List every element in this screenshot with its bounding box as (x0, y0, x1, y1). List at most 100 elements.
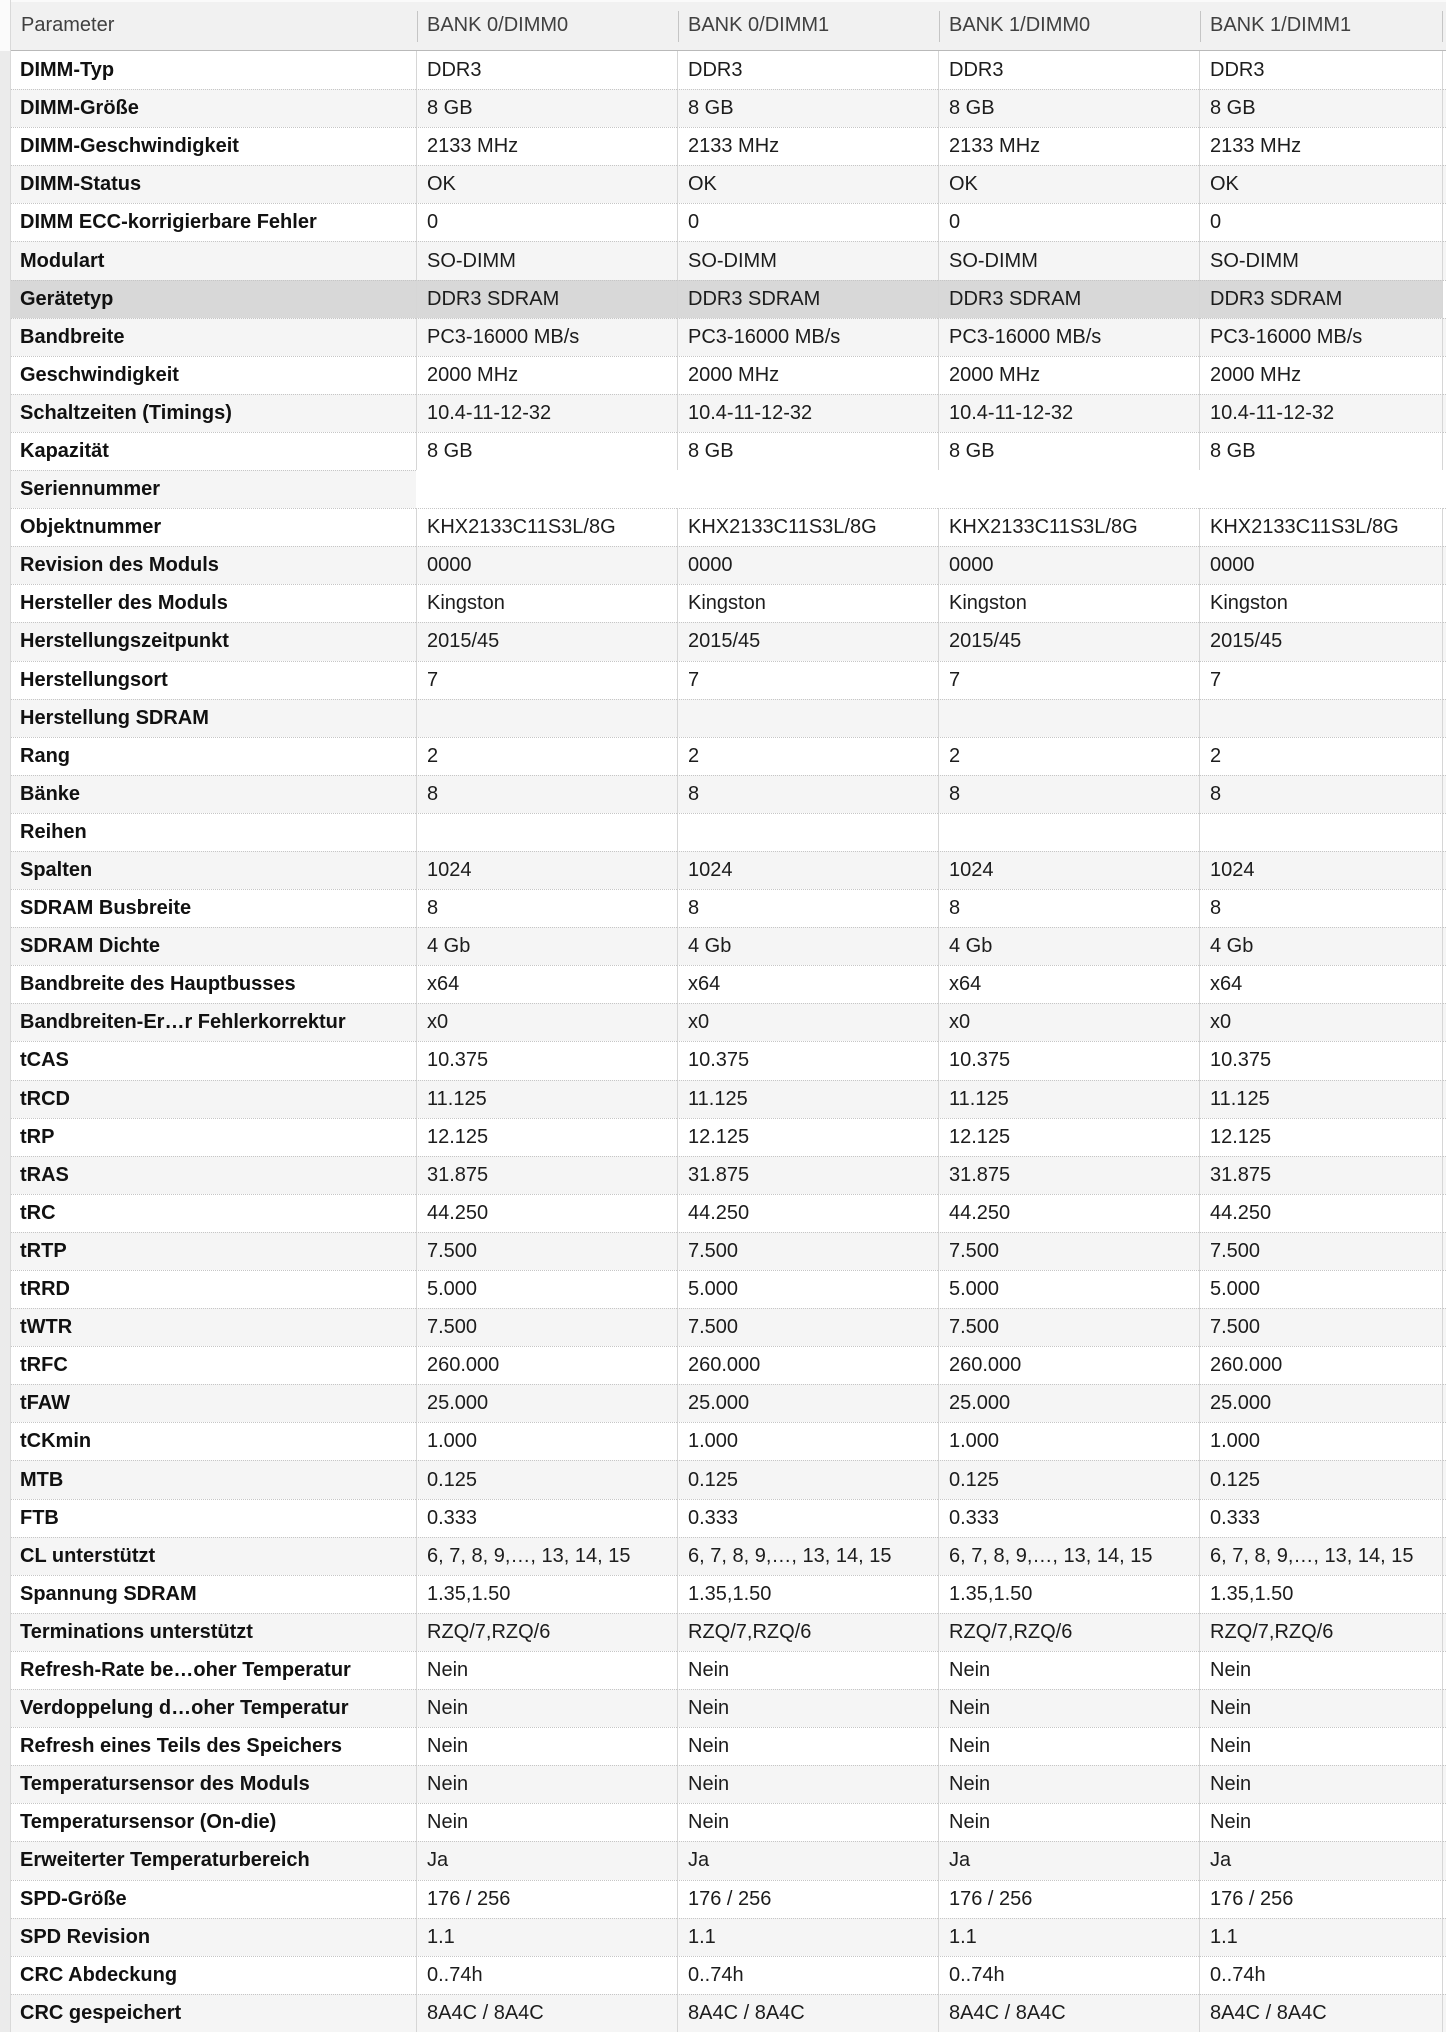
parameter-name: DIMM-Geschwindigkeit (11, 127, 416, 165)
table-row-tfaw[interactable]: tFAW 25.000 25.000 25.000 25.000 (11, 1384, 1446, 1423)
table-row-temperatursensor-des-moduls[interactable]: Temperatursensor des Moduls Nein Nein Nein N… (11, 1765, 1446, 1804)
column-header-parameter[interactable]: Parameter (21, 13, 115, 36)
value-cell: 2133 MHz (938, 127, 1199, 166)
value-cell: 31.875 (416, 1155, 677, 1194)
table-row-b-nke[interactable]: Bänke 8 8 8 8 (11, 774, 1446, 813)
table-row-dimm-status[interactable]: DIMM-Status OK OK OK OK (11, 165, 1446, 204)
value-cell: Nein (1199, 1650, 1443, 1690)
table-row-trtp[interactable]: tRTP 7.500 7.500 7.500 7.500 (11, 1231, 1446, 1270)
value-cell: 1.35,1.50 (1199, 1574, 1443, 1613)
value-cell: 10.4-11-12-32 (677, 393, 938, 432)
table-row-spd-gr-e[interactable]: SPD-Größe 176 / 256 176 / 256 176 / 256 176 … (11, 1879, 1446, 1918)
value-cell: 176 / 256 (938, 1879, 1199, 1918)
parameter-name: MTB (11, 1460, 416, 1498)
value-cell: x64 (677, 965, 938, 1004)
value-cell: Nein (1199, 1689, 1443, 1728)
column-header-bank-1-dimm0[interactable]: BANK 1/DIMM0 (938, 0, 1199, 50)
parameter-name: tRAS (11, 1155, 416, 1194)
table-row-crc-abdeckung[interactable]: CRC Abdeckung 0..74h 0..74h 0..74h 0..74h (11, 1955, 1446, 1994)
table-row-trrd[interactable]: tRRD 5.000 5.000 5.000 5.000 (11, 1270, 1446, 1309)
value-cell: 10.375 (938, 1041, 1199, 1080)
table-row-crc-gespeichert[interactable]: CRC gespeichert 8A4C / 8A4C 8A4C / 8A4C 8A4… (11, 1993, 1446, 2032)
table-row-herstellungszeitpunkt[interactable]: Herstellungszeitpunkt 2015/45 2015/45 2015/… (11, 622, 1446, 661)
table-row-modulart[interactable]: Modulart SO-DIMM SO-DIMM SO-DIMM SO-DIMM (11, 241, 1446, 280)
table-row-ger-tetyp[interactable]: Gerätetyp DDR3 SDRAM DDR3 SDRAM DDR3 SDRAM D… (11, 279, 1446, 318)
column-header-bank-0-dimm1[interactable]: BANK 0/DIMM1 (677, 0, 938, 50)
table-row-refresh-rate-be-oher-temperatur[interactable]: Refresh-Rate be…oher Temperatur Nein Nein N… (11, 1650, 1446, 1690)
value-cell: 1.000 (416, 1422, 677, 1461)
value-cell: RZQ/7,RZQ/6 (1199, 1612, 1443, 1651)
table-row-dimm-ecc-korrigierbare-fehler[interactable]: DIMM ECC-korrigierbare Fehler 0 0 0 0 (11, 203, 1446, 242)
table-row-trc[interactable]: tRC 44.250 44.250 44.250 44.250 (11, 1193, 1446, 1232)
value-cell: 8 (1199, 774, 1443, 813)
table-row-spd-revision[interactable]: SPD Revision 1.1 1.1 1.1 1.1 (11, 1917, 1446, 1956)
value-cell: 6, 7, 8, 9,…, 13, 14, 15 (416, 1536, 677, 1575)
table-row-bandbreiten-er-r-fehlerkorrektur[interactable]: Bandbreiten-Er…r Fehlerkorrektur x0 x0 x0 x0 (11, 1003, 1446, 1042)
table-row-trcd[interactable]: tRCD 11.125 11.125 11.125 11.125 (11, 1079, 1446, 1118)
table-row-twtr[interactable]: tWTR 7.500 7.500 7.500 7.500 (11, 1308, 1446, 1347)
table-row-dimm-gr-e[interactable]: DIMM-Größe 8 GB 8 GB 8 GB 8 GB (11, 89, 1446, 128)
parameter-name: tWTR (11, 1308, 416, 1346)
table-row-hersteller-des-moduls[interactable]: Hersteller des Moduls Kingston Kingston Kin… (11, 584, 1446, 623)
value-cell (938, 698, 1199, 737)
table-row-bandbreite-des-hauptbusses[interactable]: Bandbreite des Hauptbusses x64 x64 x64 x64 (11, 965, 1446, 1004)
table-row-objektnummer[interactable]: Objektnummer KHX2133C11S3L/8G KHX2133C11S3… (11, 508, 1446, 547)
parameter-name: Rang (11, 736, 416, 775)
table-row-tras[interactable]: tRAS 31.875 31.875 31.875 31.875 (11, 1155, 1446, 1194)
value-cell: DDR3 SDRAM (938, 279, 1199, 318)
table-row-herstellung-sdram[interactable]: Herstellung SDRAM (11, 698, 1446, 737)
value-cell: 0 (416, 203, 677, 242)
table-row-tckmin[interactable]: tCKmin 1.000 1.000 1.000 1.000 (11, 1422, 1446, 1461)
parameter-name: Herstellungszeitpunkt (11, 622, 416, 660)
row-right-sliver (1443, 279, 1446, 318)
table-row-verdoppelung-d-oher-temperatur[interactable]: Verdoppelung d…oher Temperatur Nein Nein Ne… (11, 1689, 1446, 1728)
value-cell: 10.375 (416, 1041, 677, 1080)
value-cell: 0.125 (1199, 1460, 1443, 1499)
value-cell: 1.000 (1199, 1422, 1443, 1461)
table-row-ftb[interactable]: FTB 0.333 0.333 0.333 0.333 (11, 1498, 1446, 1537)
value-cell: 2015/45 (677, 622, 938, 661)
value-cell: 0.333 (938, 1498, 1199, 1537)
table-row-terminations-unterst-tzt[interactable]: Terminations unterstützt RZQ/7,RZQ/6 RZQ/7… (11, 1612, 1446, 1651)
value-cell: 2000 MHz (938, 355, 1199, 394)
table-row-kapazit-t[interactable]: Kapazität 8 GB 8 GB 8 GB 8 GB (11, 431, 1446, 471)
table-row-temperatursensor-on-die[interactable]: Temperatursensor (On-die) Nein Nein Nein Nei… (11, 1803, 1446, 1842)
value-cell: Ja (1199, 1841, 1443, 1880)
table-row-rang[interactable]: Rang 2 2 2 2 (11, 736, 1446, 775)
value-cell: 1024 (1199, 850, 1443, 890)
table-row-sdram-busbreite[interactable]: SDRAM Busbreite 8 8 8 8 (11, 889, 1446, 928)
table-row-mtb[interactable]: MTB 0.125 0.125 0.125 0.125 (11, 1460, 1446, 1499)
table-row-spalten[interactable]: Spalten 1024 1024 1024 1024 (11, 850, 1446, 890)
parameter-name: Kapazität (11, 431, 416, 470)
value-cell: 12.125 (416, 1117, 677, 1156)
table-row-schaltzeiten-timings[interactable]: Schaltzeiten (Timings) 10.4-11-12-32 10.4-… (11, 393, 1446, 432)
value-cell: 8 (677, 889, 938, 928)
table-row-refresh-eines-teils-des-speichers[interactable]: Refresh eines Teils des Speichers Nein Nei… (11, 1727, 1446, 1766)
row-right-sliver (1443, 1727, 1446, 1765)
table-row-herstellungsort[interactable]: Herstellungsort 7 7 7 7 (11, 660, 1446, 699)
value-cell: 8 GB (938, 89, 1199, 128)
table-row-dimm-typ[interactable]: DIMM-Typ DDR3 DDR3 DDR3 DDR3 (11, 51, 1446, 90)
column-header-bank-0-dimm0[interactable]: BANK 0/DIMM0 (416, 0, 677, 50)
table-row-trp[interactable]: tRP 12.125 12.125 12.125 12.125 (11, 1117, 1446, 1156)
value-cell: 176 / 256 (677, 1879, 938, 1918)
table-row-erweiterter-temperaturbereich[interactable]: Erweiterter Temperaturbereich Ja Ja Ja Ja (11, 1841, 1446, 1880)
table-row-trfc[interactable]: tRFC 260.000 260.000 260.000 260.000 (11, 1346, 1446, 1385)
table-row-sdram-dichte[interactable]: SDRAM Dichte 4 Gb 4 Gb 4 Gb 4 Gb (11, 927, 1446, 966)
column-header-bank-1-dimm1[interactable]: BANK 1/DIMM1 (1199, 0, 1443, 50)
parameter-name: Geschwindigkeit (11, 355, 416, 394)
table-row-cl-unterst-tzt[interactable]: CL unterstützt 6, 7, 8, 9,…, 13, 14, 15 6,… (11, 1536, 1446, 1575)
row-right-sliver (1443, 965, 1446, 1003)
table-row-spannung-sdram[interactable]: Spannung SDRAM 1.35,1.50 1.35,1.50 1.35,1.5… (11, 1574, 1446, 1613)
table-row-dimm-geschwindigkeit[interactable]: DIMM-Geschwindigkeit 2133 MHz 2133 MHz 2133… (11, 127, 1446, 166)
table-row-tcas[interactable]: tCAS 10.375 10.375 10.375 10.375 (11, 1041, 1446, 1080)
value-cell (938, 470, 1199, 509)
table-row-reihen[interactable]: Reihen (11, 812, 1446, 851)
table-row-geschwindigkeit[interactable]: Geschwindigkeit 2000 MHz 2000 MHz 2000 MHz 2… (11, 355, 1446, 394)
value-cell: 2 (1199, 736, 1443, 775)
table-row-seriennummer[interactable]: Seriennummer (11, 470, 1446, 509)
table-row-bandbreite[interactable]: Bandbreite PC3-16000 MB/s PC3-16000 MB/s PC… (11, 317, 1446, 356)
parameter-name: Reihen (11, 812, 416, 851)
table-row-revision-des-moduls[interactable]: Revision des Moduls 0000 0000 0000 0000 (11, 546, 1446, 585)
value-cell: DDR3 SDRAM (677, 279, 938, 318)
